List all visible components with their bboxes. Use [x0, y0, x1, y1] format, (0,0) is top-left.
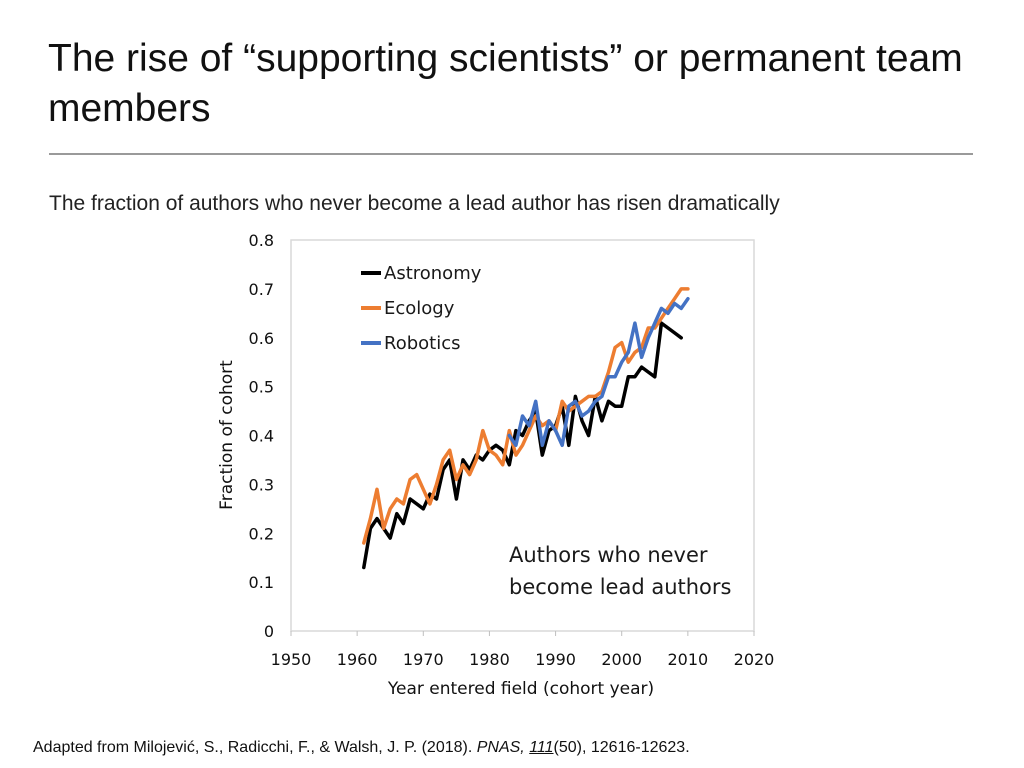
- x-tick-label: 1990: [535, 650, 576, 669]
- citation-journal: PNAS,: [476, 739, 525, 756]
- slide-title: The rise of “supporting scientists” or p…: [48, 37, 963, 130]
- citation-authors: Adapted from Milojević, S., Radicchi, F.…: [33, 739, 477, 756]
- annotation-line-2: become lead authors: [509, 575, 731, 599]
- x-tick-label: 2000: [601, 650, 642, 669]
- y-tick-label: 0.8: [249, 231, 274, 250]
- y-tick-label: 0: [264, 622, 274, 641]
- line-chart: 0 0.1 0.2 0.3 0.4 0.5 0.6 0.7 0.8 1950 1960 1970 19…: [217, 231, 775, 699]
- y-tick-label: 0.1: [249, 573, 274, 592]
- x-tick-label: 1950: [271, 650, 312, 669]
- y-axis-label: Fraction of cohort: [217, 360, 237, 510]
- citation-volume: 111: [529, 739, 554, 756]
- series-line-robotics: [507, 296, 690, 448]
- chart-annotation: Authors who never become lead authors: [509, 543, 731, 599]
- annotation-line-1: Authors who never: [509, 543, 708, 567]
- title-divider: [49, 153, 973, 155]
- citation: Adapted from Milojević, S., Radicchi, F.…: [33, 738, 690, 758]
- series-line-ecology: [362, 287, 690, 545]
- citation-pages: (50), 12616-12623.: [553, 739, 690, 756]
- legend-label-astronomy: Astronomy: [384, 263, 482, 284]
- y-tick-label: 0.7: [249, 280, 274, 299]
- x-tick-label: 2010: [667, 650, 708, 669]
- slide-subtitle: The fraction of authors who never become…: [49, 192, 780, 215]
- y-tick-label: 0.3: [249, 475, 274, 494]
- y-tick-label: 0.4: [249, 427, 274, 446]
- x-tick-label: 2020: [734, 650, 775, 669]
- x-tick-label: 1970: [403, 650, 444, 669]
- x-tick-label: 1960: [337, 650, 378, 669]
- y-tick-label: 0.6: [249, 329, 274, 348]
- legend-label-ecology: Ecology: [384, 298, 455, 319]
- legend-label-robotics: Robotics: [384, 333, 460, 354]
- chart-legend: Astronomy Ecology Robotics: [361, 263, 482, 354]
- x-axis-label: Year entered field (cohort year): [387, 679, 654, 699]
- y-tick-label: 0.5: [249, 378, 274, 397]
- x-tick-label: 1980: [469, 650, 510, 669]
- y-tick-label: 0.2: [249, 524, 274, 543]
- series-line-astronomy: [362, 321, 683, 570]
